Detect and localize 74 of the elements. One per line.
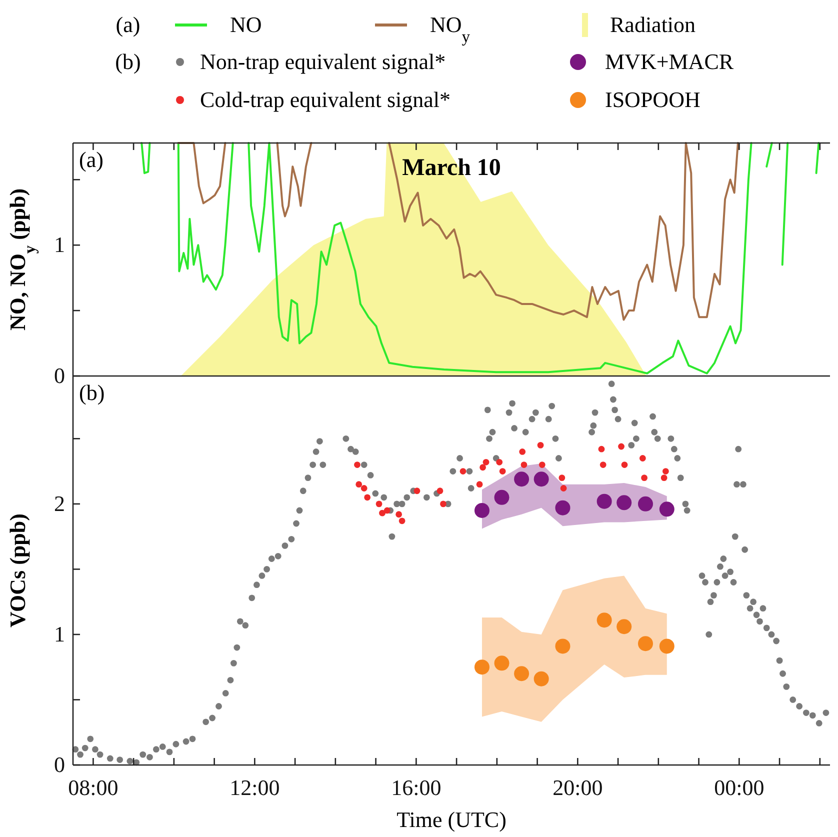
point bbox=[538, 462, 546, 468]
point bbox=[356, 481, 362, 488]
legend-label: NO$_{y}$ bbox=[430, 12, 471, 46]
y-axis-title: VOCs (ppb) bbox=[5, 514, 30, 628]
point bbox=[534, 472, 549, 487]
legend-label: NO bbox=[230, 12, 262, 37]
point bbox=[379, 510, 386, 516]
point bbox=[537, 442, 544, 448]
point bbox=[555, 638, 570, 654]
annotation: (b) bbox=[79, 380, 105, 405]
legend-label: Cold-trap equivalent signal* bbox=[200, 87, 450, 112]
point bbox=[638, 496, 653, 512]
text: March 10 bbox=[402, 155, 501, 181]
legend-label: MVK+MACR bbox=[605, 49, 734, 74]
point bbox=[641, 474, 648, 482]
point bbox=[596, 612, 612, 628]
point bbox=[376, 500, 382, 508]
point bbox=[534, 671, 549, 686]
x-axis-title: Time (UTC) bbox=[396, 807, 506, 832]
point bbox=[499, 468, 506, 474]
point bbox=[555, 500, 570, 516]
point bbox=[638, 636, 653, 652]
x-tick-label: 20:00 bbox=[552, 775, 603, 800]
y-tick-label: 0 bbox=[54, 752, 65, 777]
point bbox=[364, 494, 371, 501]
point bbox=[621, 462, 628, 468]
point bbox=[474, 660, 490, 675]
y-tick-label: 2 bbox=[54, 490, 65, 516]
point bbox=[496, 458, 503, 466]
point bbox=[396, 511, 402, 518]
y-tick-label: 1 bbox=[54, 621, 65, 646]
point bbox=[519, 448, 526, 455]
point bbox=[598, 446, 605, 452]
point bbox=[414, 488, 420, 494]
point bbox=[474, 502, 490, 518]
point bbox=[514, 666, 530, 682]
x-tick-label: 12:00 bbox=[230, 775, 280, 800]
point bbox=[354, 462, 360, 468]
annotation: (a) bbox=[79, 147, 104, 172]
point bbox=[460, 468, 466, 474]
legend-label: Non-trap equivalent signal* bbox=[200, 49, 446, 74]
legend-title: (a) bbox=[116, 12, 140, 37]
legend-label: ISOPOOH bbox=[605, 87, 700, 112]
legend-label: Radiation bbox=[610, 12, 696, 37]
point bbox=[436, 488, 444, 494]
y-tick-label: 1 bbox=[54, 232, 65, 258]
point bbox=[514, 472, 530, 487]
point bbox=[662, 468, 669, 474]
point bbox=[476, 481, 483, 488]
point bbox=[482, 458, 490, 466]
point bbox=[398, 518, 406, 524]
point bbox=[600, 462, 606, 468]
point bbox=[659, 502, 674, 517]
point bbox=[659, 638, 674, 654]
x-tick-label: 00:00 bbox=[714, 775, 764, 800]
point bbox=[360, 485, 368, 492]
point bbox=[440, 500, 446, 508]
point bbox=[494, 656, 510, 671]
point bbox=[616, 619, 632, 634]
x-tick-label: 08:00 bbox=[68, 775, 118, 800]
legend-title: (b) bbox=[115, 49, 141, 74]
point bbox=[480, 464, 486, 471]
point bbox=[596, 494, 612, 509]
point bbox=[384, 507, 390, 514]
x-tick-label: 16:00 bbox=[391, 775, 442, 800]
point bbox=[560, 485, 567, 492]
point bbox=[558, 474, 566, 482]
point bbox=[520, 462, 528, 468]
point bbox=[494, 490, 510, 505]
point bbox=[660, 474, 668, 482]
point bbox=[618, 443, 624, 450]
point bbox=[616, 495, 632, 510]
point bbox=[639, 455, 646, 462]
y-tick-label: 0 bbox=[54, 363, 65, 388]
